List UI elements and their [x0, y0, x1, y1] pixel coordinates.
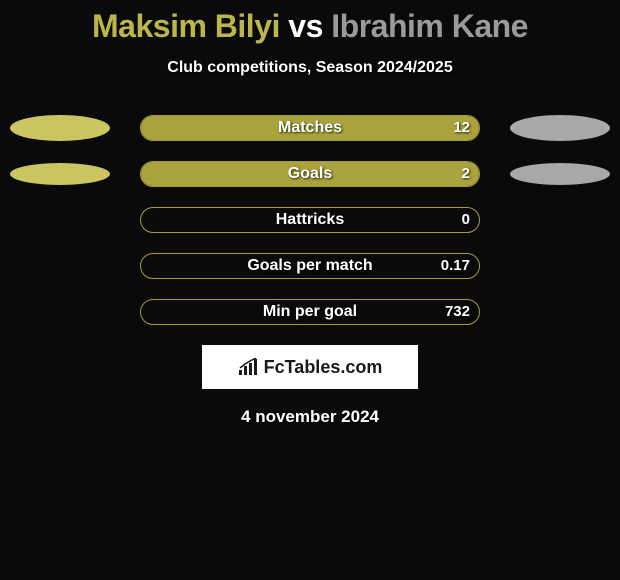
chart-icon [238, 358, 260, 376]
player2-indicator [510, 163, 610, 185]
player2-name: Ibrahim Kane [331, 8, 528, 44]
stat-row: Min per goal732 [0, 299, 620, 325]
stat-row: Hattricks0 [0, 207, 620, 233]
comparison-title: Maksim Bilyi vs Ibrahim Kane [0, 0, 620, 45]
stat-bar-fill [141, 162, 479, 186]
brand-text: FcTables.com [264, 357, 383, 378]
stat-row: Matches12 [0, 115, 620, 141]
stat-bar [140, 299, 480, 325]
stat-row: Goals2 [0, 161, 620, 187]
stat-row: Goals per match0.17 [0, 253, 620, 279]
player2-indicator [510, 115, 610, 141]
date-label: 4 november 2024 [0, 407, 620, 427]
player1-indicator [10, 115, 110, 141]
stat-bar [140, 161, 480, 187]
vs-label: vs [288, 8, 323, 44]
stats-container: Matches12 Goals2 Hattricks0 Goals per match… [0, 115, 620, 325]
player1-name: Maksim Bilyi [92, 8, 280, 44]
brand-badge[interactable]: FcTables.com [202, 345, 418, 389]
stat-bar [140, 253, 480, 279]
stat-bar [140, 207, 480, 233]
subtitle: Club competitions, Season 2024/2025 [0, 59, 620, 77]
stat-bar-fill [141, 116, 479, 140]
player1-indicator [10, 163, 110, 185]
stat-bar [140, 115, 480, 141]
